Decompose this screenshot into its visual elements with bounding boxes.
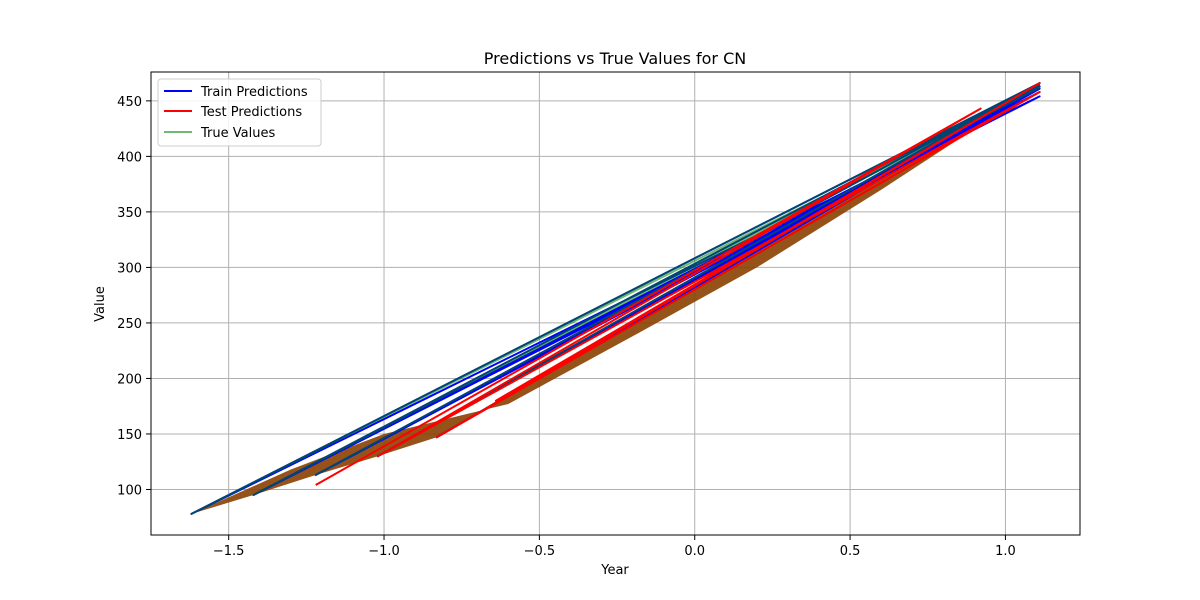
y-tick-label: 200 (117, 372, 142, 387)
legend-box (157, 78, 322, 147)
y-axis-ticks: 100 150 200 250 300 350 400 450 (117, 95, 151, 498)
y-tick-label: 450 (117, 95, 142, 110)
y-tick-label: 100 (117, 483, 142, 498)
x-tick-label: −1.5 (213, 544, 245, 559)
y-tick-label: 350 (117, 206, 142, 221)
legend-label-train: Train Predictions (200, 85, 308, 100)
series-line-true (190, 82, 1041, 515)
x-axis-ticks: −1.5 −1.0 −0.5 0.0 0.5 1.0 (213, 535, 1016, 559)
series-line-test (315, 82, 1041, 486)
y-tick-label: 300 (117, 261, 142, 276)
legend-label-true: True Values (200, 126, 275, 141)
axes-frame (150, 71, 1081, 536)
y-tick-label: 400 (117, 150, 142, 165)
legend-label-test: Test Predictions (200, 105, 302, 120)
x-tick-label: 1.0 (995, 544, 1016, 559)
y-tick-label: 150 (117, 428, 142, 443)
plot-area (190, 82, 1041, 515)
chart-title: Predictions vs True Values for CN (484, 49, 746, 68)
x-tick-label: −1.0 (368, 544, 400, 559)
x-axis-label: Year (600, 563, 629, 578)
x-tick-label: 0.0 (684, 544, 705, 559)
y-tick-label: 250 (117, 317, 142, 332)
y-axis-label: Value (93, 286, 108, 322)
x-tick-label: 0.5 (840, 544, 861, 559)
legend: Train Predictions Test Predictions True … (157, 78, 322, 147)
x-tick-label: −0.5 (524, 544, 556, 559)
